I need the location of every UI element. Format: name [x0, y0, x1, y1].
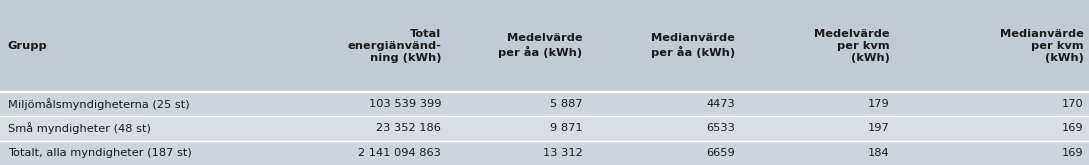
Bar [0, 116, 1089, 141]
Text: Medelvärde
per kvm
(kWh): Medelvärde per kvm (kWh) [815, 29, 890, 63]
Text: Miljömålsmyndigheterna (25 st): Miljömålsmyndigheterna (25 st) [8, 98, 189, 110]
Bar [0, 92, 1089, 116]
Text: 5 887: 5 887 [550, 99, 583, 109]
Bar [0, 0, 1089, 92]
Text: Totalt, alla myndigheter (187 st): Totalt, alla myndigheter (187 st) [8, 148, 192, 158]
Text: Grupp: Grupp [8, 41, 48, 51]
Text: 169: 169 [1062, 123, 1084, 133]
Text: 6533: 6533 [706, 123, 735, 133]
Text: 2 141 094 863: 2 141 094 863 [358, 148, 441, 158]
Bar [0, 141, 1089, 165]
Text: 179: 179 [868, 99, 890, 109]
Text: 169: 169 [1062, 148, 1084, 158]
Text: 9 871: 9 871 [550, 123, 583, 133]
Text: Medelvärde
per åa (kWh): Medelvärde per åa (kWh) [499, 33, 583, 58]
Text: 103 539 399: 103 539 399 [368, 99, 441, 109]
Text: 23 352 186: 23 352 186 [376, 123, 441, 133]
Text: 184: 184 [868, 148, 890, 158]
Text: Medianvärde
per åa (kWh): Medianvärde per åa (kWh) [651, 33, 735, 58]
Text: 197: 197 [868, 123, 890, 133]
Text: 170: 170 [1062, 99, 1084, 109]
Text: 4473: 4473 [707, 99, 735, 109]
Text: Små myndigheter (48 st): Små myndigheter (48 st) [8, 122, 150, 134]
Text: Total
energiänvänd-
ning (kWh): Total energiänvänd- ning (kWh) [347, 29, 441, 63]
Text: 13 312: 13 312 [542, 148, 583, 158]
Text: 6659: 6659 [707, 148, 735, 158]
Text: Medianvärde
per kvm
(kWh): Medianvärde per kvm (kWh) [1000, 29, 1084, 63]
